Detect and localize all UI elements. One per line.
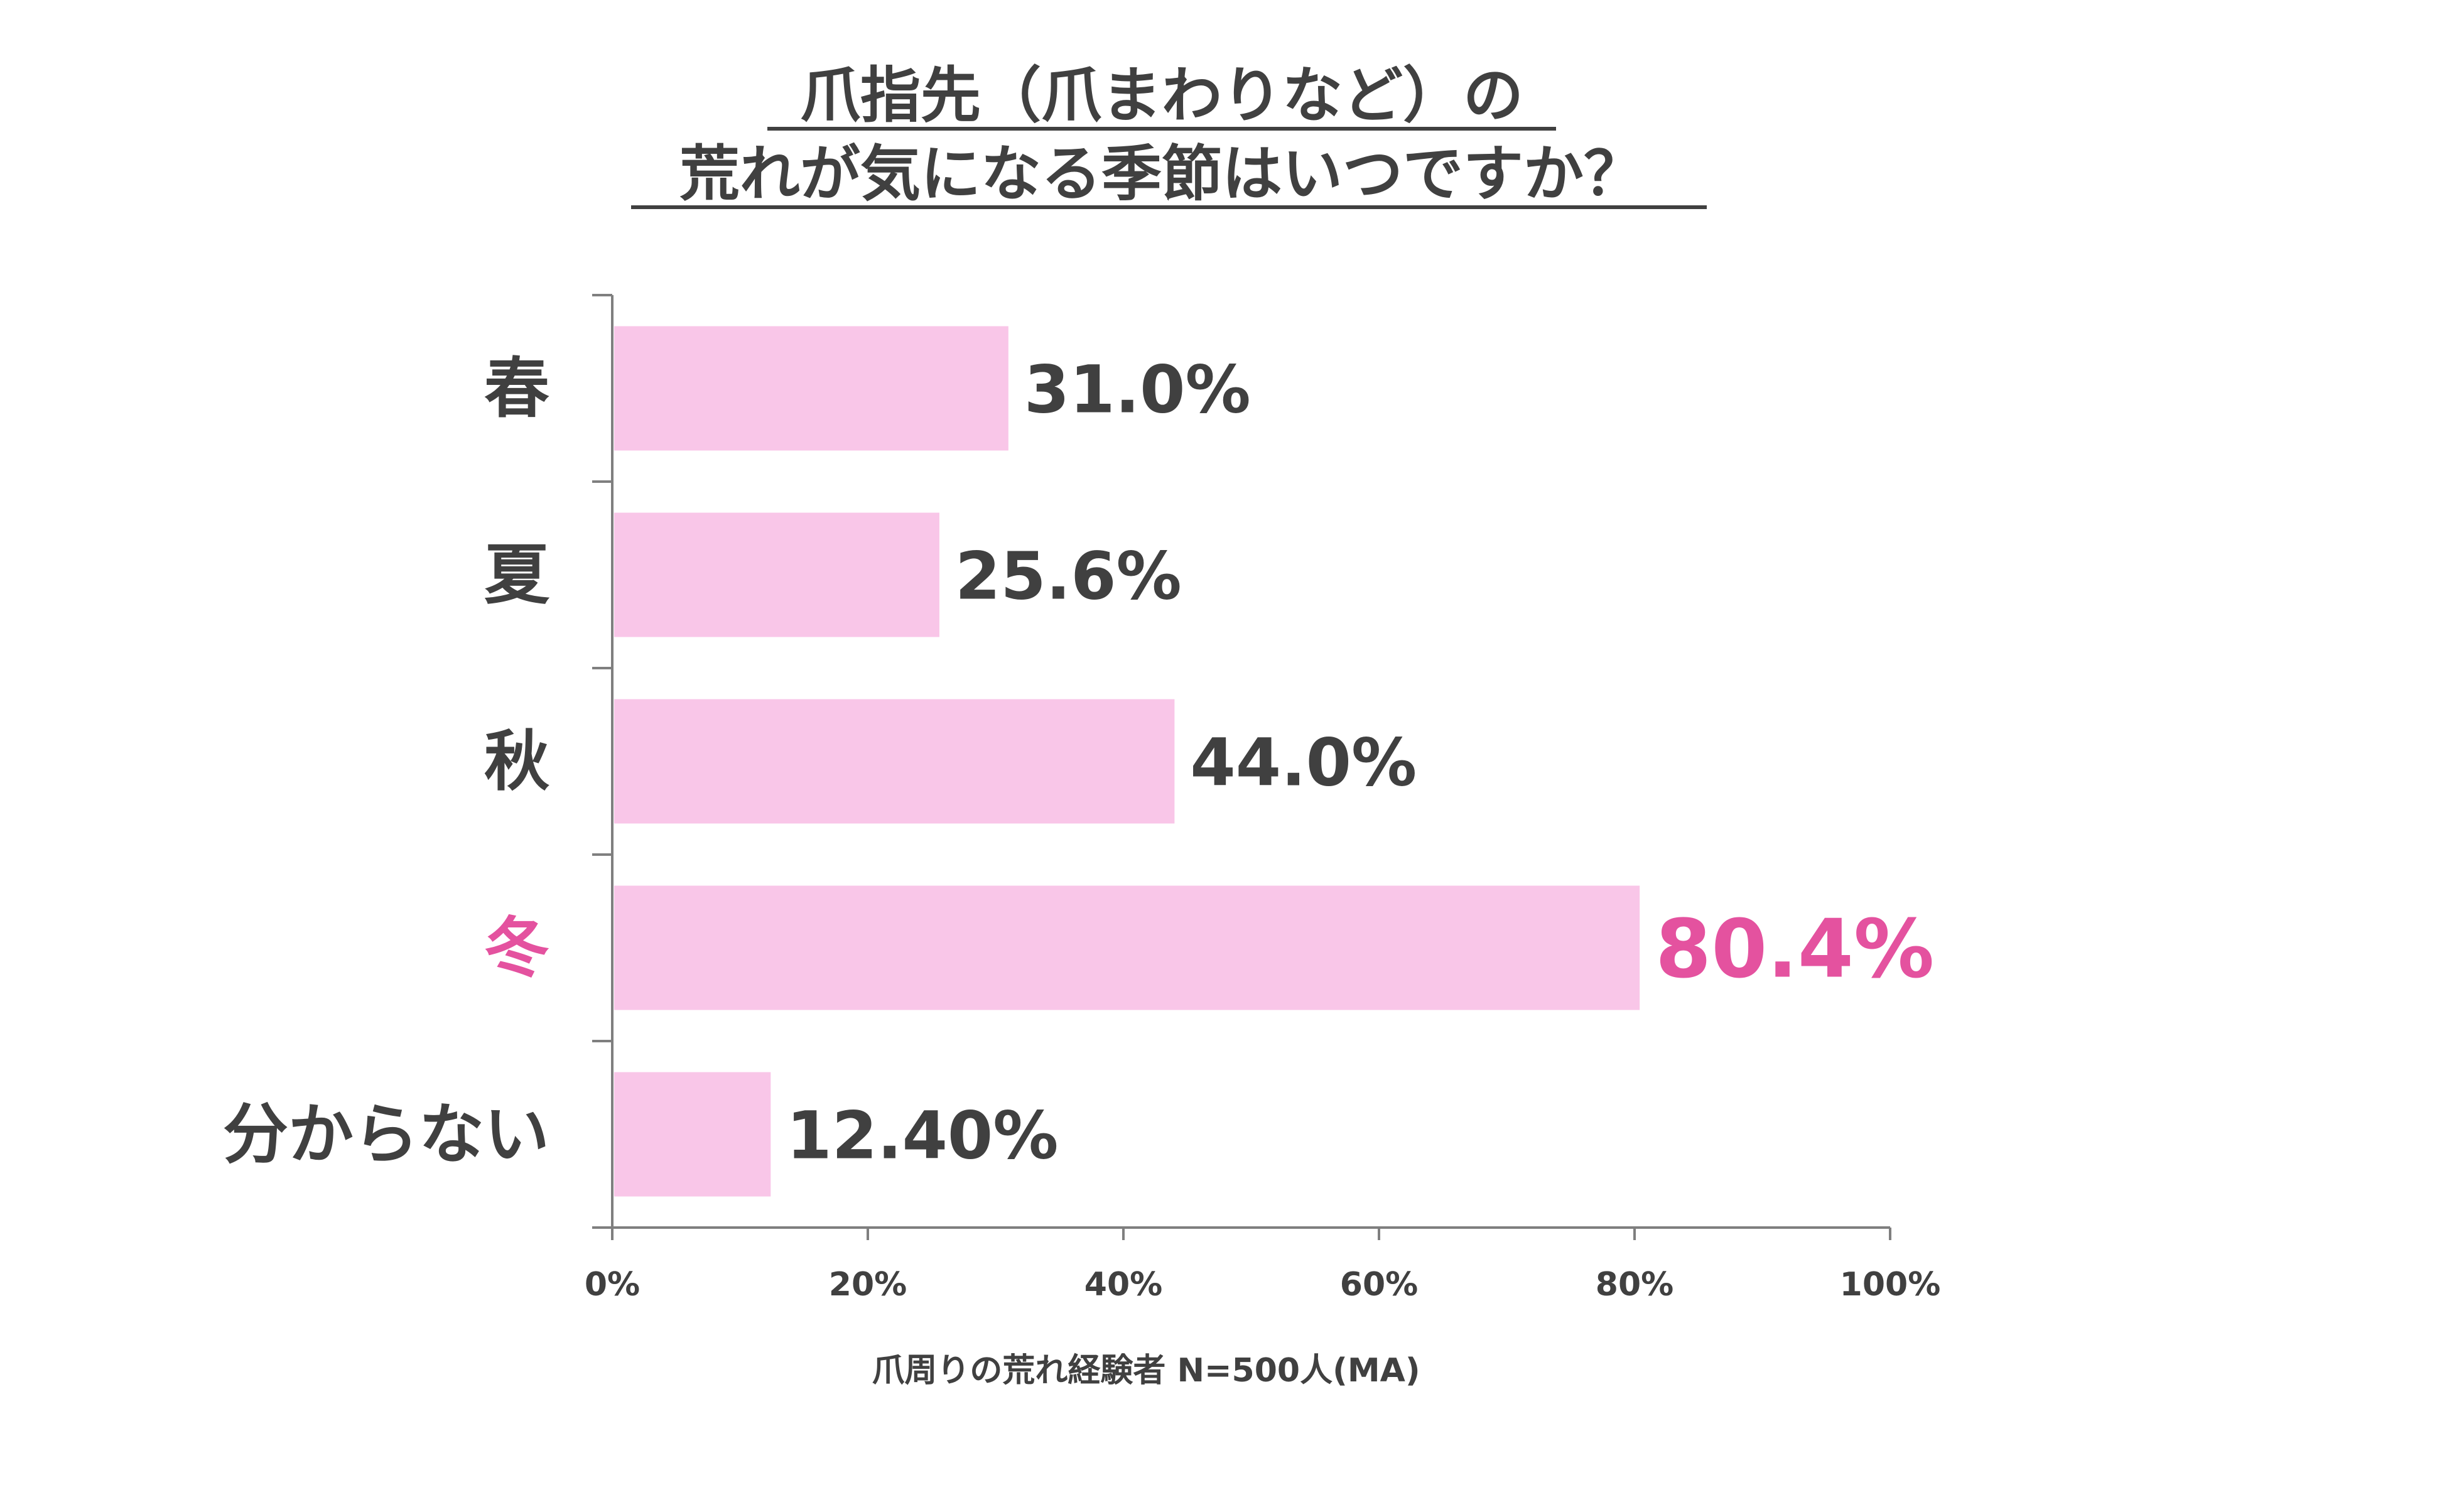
bar: [614, 699, 1175, 824]
category-label: 分からない: [223, 1096, 549, 1173]
chart-title: 爪指先（爪まわりなど）の 荒れが気になる季節はいつですか？: [679, 60, 1644, 209]
bar: [614, 1072, 771, 1197]
value-label: 80.4%: [1655, 903, 1934, 996]
x-tick-label: 60%: [1340, 1266, 1418, 1304]
x-tick-label: 0%: [585, 1266, 640, 1304]
category-label: 冬: [484, 910, 549, 986]
bar: [614, 512, 939, 637]
chart-title-line-2: 荒れが気になる季節はいつですか？: [679, 139, 1644, 209]
bars: [614, 326, 1640, 1197]
value-label: 44.0%: [1190, 725, 1417, 801]
value-label: 25.6%: [955, 538, 1182, 615]
category-label: 秋: [484, 723, 549, 800]
value-label: 12.40%: [786, 1098, 1058, 1174]
category-label: 夏: [484, 537, 550, 613]
value-label: 31.0%: [1024, 352, 1251, 428]
chart-title-line-1: 爪指先（爪まわりなど）の: [800, 60, 1523, 131]
x-tick-label: 100%: [1840, 1266, 1941, 1304]
axes: 0% 20% 40% 60% 80% 100%: [585, 294, 1941, 1304]
x-tick-label: 20%: [829, 1266, 907, 1304]
category-label: 春: [484, 350, 549, 427]
sample-note: 爪周りの荒れ経験者 N=500人(MA): [872, 1352, 1420, 1390]
bar: [614, 885, 1640, 1010]
x-tick-label: 80%: [1596, 1266, 1673, 1304]
x-tick-label: 40%: [1084, 1266, 1162, 1304]
bar: [614, 326, 1008, 451]
labels: 春 31.0% 夏 25.6% 秋 44.0% 冬 80.4% 分からない 12.40%: [223, 350, 1934, 1174]
